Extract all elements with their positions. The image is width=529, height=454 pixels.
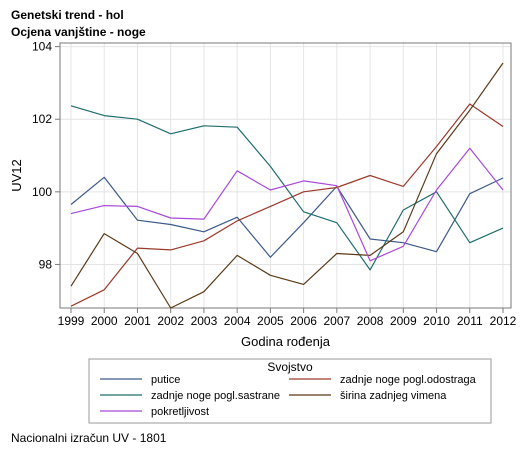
x-tick-label: 2006 — [290, 314, 317, 328]
x-tick-label: 2011 — [457, 314, 483, 328]
x-tick-label: 2000 — [91, 314, 118, 328]
plot-frame — [59, 42, 512, 309]
legend-title: Svojstvo — [267, 360, 313, 374]
y-tick-label: 104 — [32, 40, 52, 54]
y-tick-label: 100 — [32, 185, 52, 199]
x-tick-label: 2008 — [357, 314, 384, 328]
x-tick-label: 2010 — [423, 314, 450, 328]
legend-label-3: širina zadnjeg vimena — [340, 390, 447, 402]
chart-subtitle: Ocjena vanjštine - noge — [11, 25, 146, 39]
x-tick-label: 2005 — [257, 314, 284, 328]
y-tick-label: 102 — [32, 112, 52, 126]
y-tick-label: 98 — [39, 257, 53, 271]
x-tick-label: 2002 — [157, 314, 184, 328]
legend-label-2: zadnje noge pogl.sastrane — [151, 390, 280, 402]
footnote: Nacionalni izračun UV - 1801 — [11, 431, 167, 445]
x-tick-label: 2004 — [224, 314, 251, 328]
series-line-1 — [70, 103, 504, 307]
x-tick-label: 2012 — [490, 314, 517, 328]
series-line-0 — [70, 176, 504, 258]
legend-label-4: pokretljivost — [151, 406, 209, 418]
y-axis-label: UV12 — [9, 159, 24, 192]
legend-label-0: putice — [151, 374, 180, 386]
x-axis-label: Godina rođenja — [241, 334, 331, 349]
series-line-4 — [70, 147, 504, 262]
series-line-3 — [70, 62, 504, 309]
series-line-2 — [70, 105, 504, 271]
chart-title: Genetski trend - hol — [11, 8, 124, 22]
legend-label-1: zadnje noge pogl.odostraga — [340, 374, 477, 386]
x-tick-label: 2009 — [390, 314, 417, 328]
x-tick-label: 2003 — [191, 314, 218, 328]
x-tick-label: 2007 — [323, 314, 350, 328]
x-tick-label: 2001 — [124, 314, 151, 328]
x-tick-label: 1999 — [58, 314, 85, 328]
legend-box — [88, 358, 492, 424]
